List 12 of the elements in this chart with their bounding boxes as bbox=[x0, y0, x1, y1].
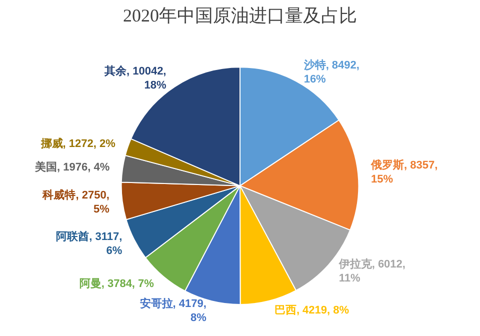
slice-label: 伊拉克, 6012, 11% bbox=[338, 258, 406, 285]
slice-label: 安哥拉, 4179, 8% bbox=[140, 296, 207, 324]
chart-title: 2020年中国原油进口量及占比 bbox=[123, 6, 357, 26]
slice-label: 俄罗斯, 8357, 15% bbox=[370, 158, 438, 186]
slice-label: 其余, 10042, 18% bbox=[103, 64, 166, 92]
slice-label: 巴西, 4219, 8% bbox=[274, 304, 350, 317]
slice-label: 科威特, 2750, 5% bbox=[42, 188, 110, 216]
slice-label: 沙特, 8492, 16% bbox=[302, 58, 360, 86]
slice-label: 美国, 1976, 4% bbox=[34, 160, 110, 174]
slice-label: 阿曼, 3784, 7% bbox=[79, 278, 154, 290]
slice-label: 挪威, 1272, 2% bbox=[40, 136, 116, 150]
slice-label: 阿联酋, 3117, 6% bbox=[56, 230, 122, 258]
